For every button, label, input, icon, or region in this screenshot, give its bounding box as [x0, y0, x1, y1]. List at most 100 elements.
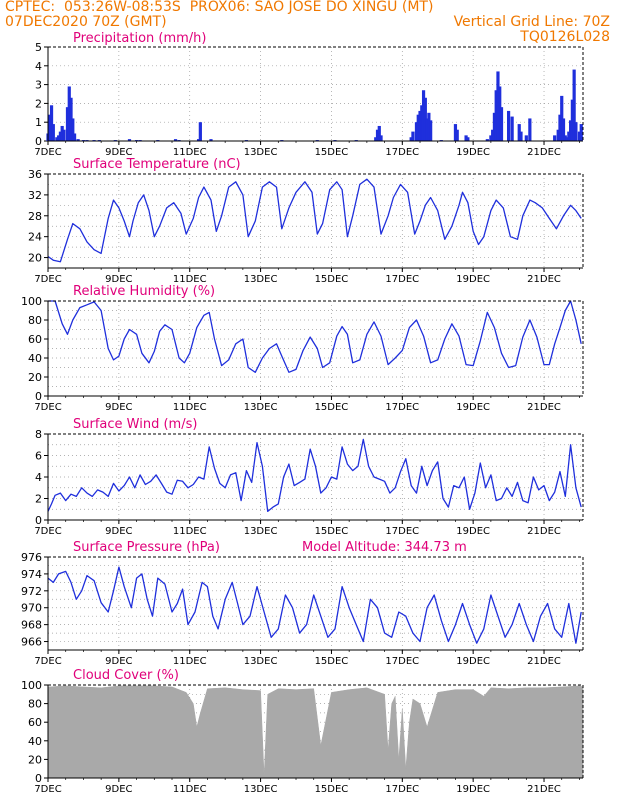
x-tick-label: 7DEC — [34, 656, 61, 667]
x-tick-label: 21DEC — [527, 526, 561, 537]
precip-bar — [65, 107, 70, 141]
panel-1: 7DEC 9DEC 11DEC 13DEC 15DEC 17DEC 19DEC 21DEC 0 1… — [34, 31, 584, 158]
y-tick-label: 976 — [21, 551, 42, 564]
x-tick-label: 9DEC — [105, 784, 132, 795]
y-tick-label: 100 — [21, 295, 42, 308]
x-tick-label: 13DEC — [244, 402, 278, 413]
precip-bar — [572, 69, 576, 141]
precip-bar — [453, 124, 458, 141]
header-line1: CPTEC: 053:26W-08:53S PROX06: SAO JOSE D… — [5, 0, 434, 15]
precip-bar — [423, 97, 427, 141]
precip-bar — [491, 129, 495, 141]
precip-bar — [427, 112, 431, 141]
precip-bar — [76, 139, 80, 141]
x-tick-label: 13DEC — [244, 656, 278, 667]
header-grid-note: Vertical Grid Line: 70Z — [453, 14, 610, 30]
y-tick-label: 3 — [35, 79, 42, 92]
precip-bar — [466, 137, 470, 141]
precip-bar — [560, 95, 564, 141]
precip-bar — [414, 122, 419, 141]
precip-bar — [494, 90, 498, 141]
y-tick-label: 6 — [35, 450, 42, 463]
x-tick-label: 17DEC — [385, 656, 419, 667]
precip-bar — [48, 114, 52, 141]
y-tick-label: 972 — [21, 585, 42, 598]
precip-bar — [489, 135, 493, 141]
x-tick-label: 9DEC — [105, 526, 132, 537]
x-tick-label: 21DEC — [527, 147, 561, 158]
x-tick-label: 11DEC — [173, 402, 207, 413]
precip-bar — [209, 139, 213, 141]
x-tick-label: 19DEC — [456, 784, 490, 795]
precip-bar — [58, 131, 63, 141]
precip-bar — [519, 131, 523, 141]
x-tick-label: 13DEC — [244, 147, 278, 158]
y-tick-label: 80 — [28, 314, 42, 327]
precip-bar — [409, 137, 413, 141]
x-tick-label: 13DEC — [244, 526, 278, 537]
x-tick-label: 7DEC — [34, 784, 61, 795]
y-tick-label: 5 — [35, 41, 42, 54]
precip-bar — [492, 112, 497, 141]
precip-bar — [51, 124, 55, 141]
y-tick-label: 2 — [35, 493, 42, 506]
x-tick-label: 21DEC — [527, 274, 561, 285]
cloud-area — [47, 685, 584, 779]
precip-bar — [374, 137, 378, 141]
panel-3: 7DEC 9DEC 11DEC 13DEC 15DEC 17DEC 19DEC 21DEC 0 2… — [21, 284, 584, 413]
x-tick-label: 21DEC — [527, 784, 561, 795]
x-tick-label: 17DEC — [385, 274, 419, 285]
series-line — [48, 300, 582, 373]
x-tick-label: 13DEC — [244, 784, 278, 795]
x-tick-label: 15DEC — [315, 784, 349, 795]
x-tick-label: 15DEC — [315, 526, 349, 537]
panel-4: 7DEC 9DEC 11DEC 13DEC 15DEC 17DEC 19DEC 21DEC 0 2… — [34, 417, 584, 537]
precip-bar — [425, 118, 429, 141]
x-tick-label: 15DEC — [315, 402, 349, 413]
y-tick-label: 0 — [35, 135, 42, 148]
precip-bar — [62, 129, 66, 141]
x-tick-label: 15DEC — [315, 656, 349, 667]
y-tick-label: 2 — [35, 97, 42, 110]
precip-bar — [528, 118, 532, 141]
y-tick-label: 20 — [28, 371, 42, 384]
x-tick-label: 17DEC — [385, 147, 419, 158]
precip-bar — [567, 131, 571, 141]
x-tick-label: 13DEC — [244, 274, 278, 285]
panel-title: Surface Pressure (hPa) — [73, 540, 220, 555]
precip-bar — [565, 137, 569, 141]
x-tick-label: 17DEC — [385, 526, 419, 537]
precip-bar — [72, 133, 77, 141]
y-tick-label: 0 — [35, 772, 42, 785]
panel-2: 7DEC 9DEC 11DEC 13DEC 15DEC 17DEC 19DEC 21DEC 20… — [28, 157, 584, 285]
precip-bar — [577, 131, 582, 141]
precip-bar — [574, 122, 578, 141]
x-tick-label: 17DEC — [385, 402, 419, 413]
precip-bar — [485, 139, 489, 141]
y-tick-label: 0 — [35, 390, 42, 403]
x-tick-label: 19DEC — [456, 526, 490, 537]
series-line — [47, 178, 582, 263]
y-tick-label: 60 — [28, 716, 42, 729]
series-line — [47, 438, 582, 513]
y-tick-label: 4 — [35, 471, 42, 484]
x-tick-label: 7DEC — [34, 526, 61, 537]
precip-bar — [498, 86, 502, 141]
precip-bar — [418, 110, 422, 141]
y-tick-label: 8 — [35, 428, 42, 441]
precip-bar — [553, 135, 557, 141]
x-tick-label: 21DEC — [527, 656, 561, 667]
x-tick-label: 7DEC — [34, 402, 61, 413]
precip-bar — [563, 135, 567, 141]
precip-bar — [421, 90, 426, 141]
x-tick-label: 19DEC — [456, 656, 490, 667]
precip-bar — [506, 110, 511, 141]
panel-title: Surface Temperature (nC) — [73, 157, 241, 172]
y-tick-label: 100 — [21, 679, 42, 692]
y-tick-label: 0 — [35, 514, 42, 527]
precip-bar — [67, 86, 71, 141]
precip-bar — [558, 114, 562, 141]
panel-title: Relative Humidity (%) — [73, 284, 215, 299]
y-tick-label: 80 — [28, 698, 42, 711]
x-tick-label: 19DEC — [456, 147, 490, 158]
